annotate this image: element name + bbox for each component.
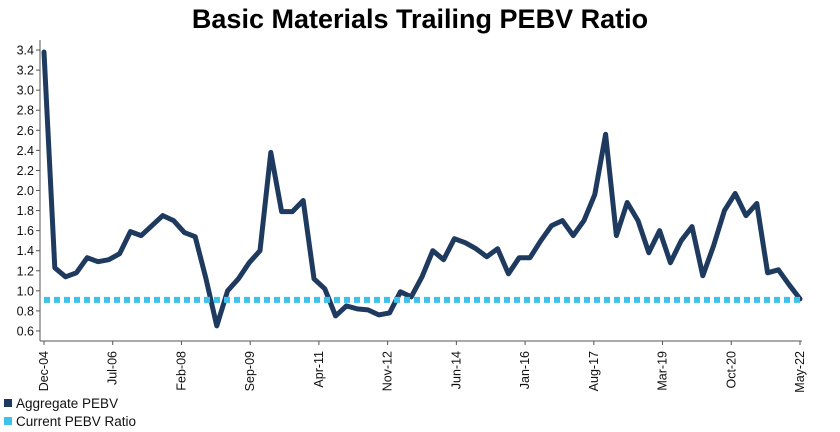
x-tick-label: Sep-09 bbox=[243, 351, 257, 391]
y-tick-label: 2.6 bbox=[17, 124, 34, 138]
x-tick-label: Jun-14 bbox=[449, 351, 463, 389]
y-tick-label: 0.6 bbox=[17, 324, 34, 338]
x-tick-label: Mar-19 bbox=[656, 351, 670, 391]
legend-swatch-aggregate-pebv bbox=[4, 399, 12, 408]
y-tick-label: 1.8 bbox=[17, 204, 34, 218]
y-tick-label: 2.4 bbox=[17, 144, 34, 158]
y-axis: 0.6 0.8 1.0 1.2 1.4 1.6 1.8 2.0 2.2 2.4 2.6 2.8 3.0 3… bbox=[17, 40, 41, 341]
chart-title: Basic Materials Trailing PEBV Ratio bbox=[191, 4, 649, 34]
legend-label-current-pebv-ratio: Current PEBV Ratio bbox=[16, 414, 137, 429]
series-line-aggregate-pebv bbox=[41, 49, 803, 329]
y-tick-label: 2.2 bbox=[17, 164, 34, 178]
legend-label-aggregate-pebv: Aggregate PEBV bbox=[16, 396, 119, 411]
y-tick-label: 1.4 bbox=[17, 244, 34, 258]
x-tick-label: Nov-12 bbox=[381, 351, 395, 391]
y-tick-label: 2.0 bbox=[17, 184, 34, 198]
y-tick-label: 3.4 bbox=[17, 44, 34, 58]
y-tick-label: 3.2 bbox=[17, 64, 34, 78]
x-axis: Dec-04 Jul-06 Feb-08 Sep-09 Apr-11 Nov-12 Jun-… bbox=[37, 340, 807, 393]
y-tick-label: 2.8 bbox=[17, 104, 34, 118]
x-tick-label: Oct-20 bbox=[724, 351, 738, 389]
x-tick-label: Apr-11 bbox=[312, 351, 326, 388]
legend-swatch-current-pebv-ratio bbox=[4, 417, 12, 426]
x-tick-label: May-22 bbox=[793, 351, 807, 393]
series-lines bbox=[41, 49, 803, 329]
y-tick-label: 1.0 bbox=[17, 284, 34, 298]
x-tick-label: Dec-04 bbox=[37, 351, 51, 391]
x-tick-label: Jan-16 bbox=[518, 351, 532, 389]
legend-item-aggregate-pebv: Aggregate PEBV bbox=[4, 396, 118, 411]
x-tick-label: Feb-08 bbox=[174, 351, 188, 391]
x-tick-label: Jul-06 bbox=[106, 351, 120, 385]
y-tick-label: 1.2 bbox=[17, 264, 34, 278]
y-tick-label: 1.6 bbox=[17, 224, 34, 238]
x-tick-label: Aug-17 bbox=[587, 351, 601, 391]
y-tick-label: 0.8 bbox=[17, 304, 34, 318]
y-tick-label: 3.0 bbox=[17, 84, 34, 98]
legend-item-current-pebv-ratio: Current PEBV Ratio bbox=[4, 414, 136, 429]
